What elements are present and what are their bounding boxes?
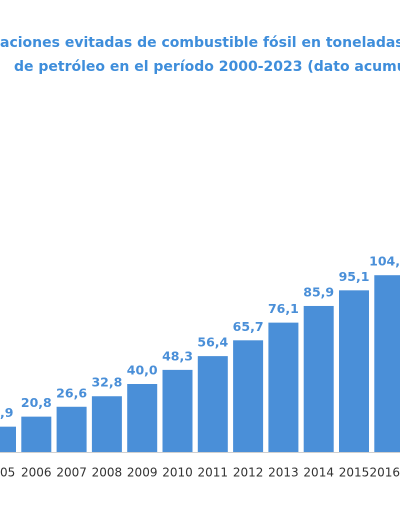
bar xyxy=(233,340,264,452)
x-tick-label: 2011 xyxy=(198,466,229,480)
x-tick-label: 2013 xyxy=(268,466,299,480)
bar xyxy=(197,356,228,452)
bar xyxy=(162,369,193,452)
x-tick-label: 2012 xyxy=(233,466,264,480)
bar xyxy=(21,416,52,452)
x-tick-label: 2009 xyxy=(127,466,158,480)
bar xyxy=(56,406,87,452)
x-tick-label: 2015 xyxy=(339,466,370,480)
value-label: 32,8 xyxy=(91,375,122,390)
x-tick-label: 05 xyxy=(0,466,15,480)
bar xyxy=(91,396,122,452)
value-label: ,9 xyxy=(0,405,13,420)
x-tick-label: 2010 xyxy=(162,466,193,480)
bar xyxy=(268,322,299,452)
bar xyxy=(127,384,158,452)
bar xyxy=(374,275,400,452)
chart-title: de petróleo en el período 2000-2023 (dat… xyxy=(14,59,400,75)
value-label: 65,7 xyxy=(233,319,264,334)
bar xyxy=(303,305,334,452)
value-label: 85,9 xyxy=(303,284,334,299)
bar xyxy=(0,426,16,452)
value-label: 48,3 xyxy=(162,348,193,363)
x-tick-label: 2006 xyxy=(21,466,52,480)
value-label: 104, xyxy=(369,254,400,269)
value-label: 20,8 xyxy=(21,395,52,410)
x-tick-label: 2008 xyxy=(92,466,123,480)
value-label: 26,6 xyxy=(56,385,87,400)
value-label: 56,4 xyxy=(197,335,228,350)
value-label: 76,1 xyxy=(268,301,299,316)
bar xyxy=(339,290,369,452)
value-label: 95,1 xyxy=(339,269,370,284)
x-tick-label: 2007 xyxy=(56,466,87,480)
value-label: 40,0 xyxy=(127,363,158,378)
x-tick-label: 2016 xyxy=(369,466,400,480)
chart-title: aciones evitadas de combustible fósil en… xyxy=(0,35,400,51)
x-tick-label: 2014 xyxy=(303,466,334,480)
